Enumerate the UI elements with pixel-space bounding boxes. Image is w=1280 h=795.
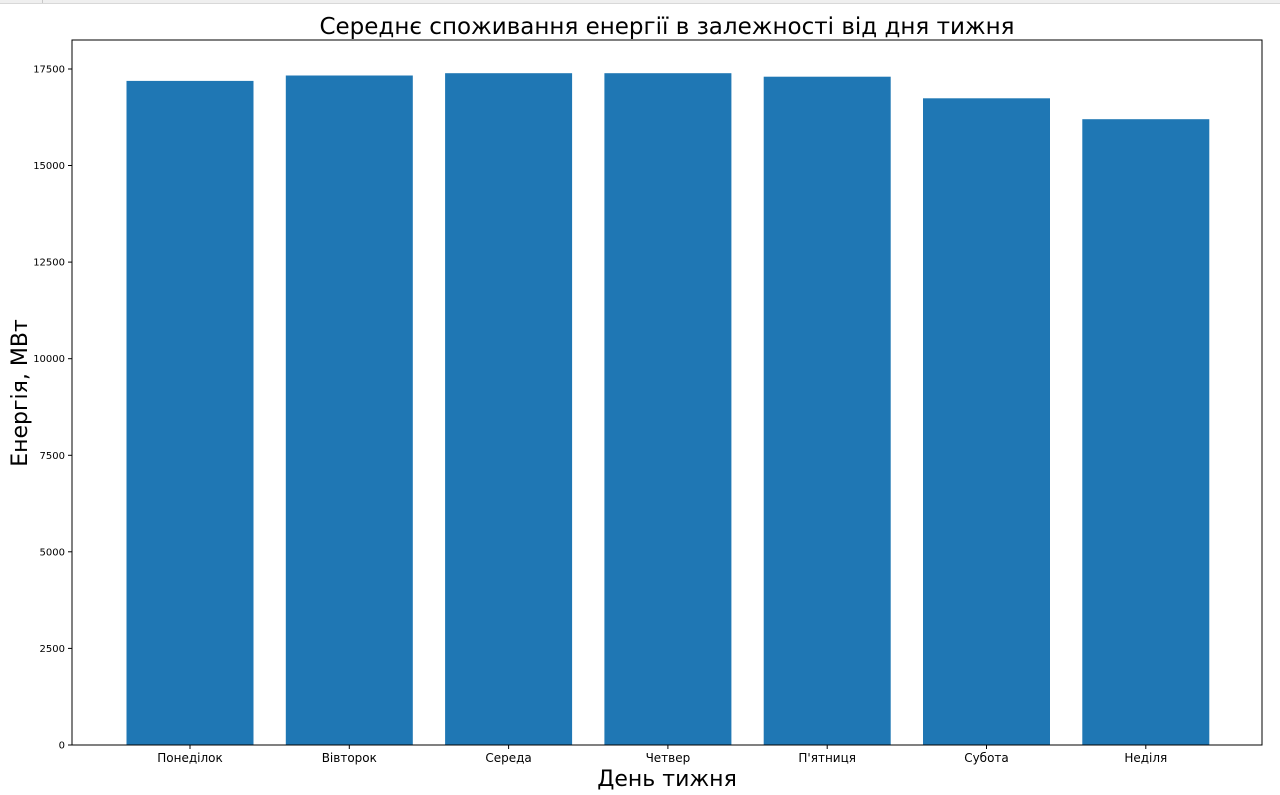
x-tick-label: Неділя bbox=[1124, 751, 1167, 765]
x-tick-label: Субота bbox=[964, 751, 1009, 765]
bar-5 bbox=[923, 98, 1050, 746]
x-tick-label: Четвер bbox=[646, 751, 691, 765]
y-tick-label: 2500 bbox=[40, 644, 65, 655]
plot-frame bbox=[71, 39, 1263, 746]
bar-3 bbox=[604, 73, 732, 745]
y-tick-label: 12500 bbox=[33, 258, 65, 269]
x-tick-label: Вівторок bbox=[322, 751, 377, 765]
bars-group bbox=[126, 73, 1210, 746]
window-top-strip bbox=[0, 0, 1280, 4]
bar-2 bbox=[445, 73, 573, 745]
y-tick-label: 5000 bbox=[40, 547, 65, 558]
y-tick-label: 17500 bbox=[33, 65, 65, 76]
window-top-strip-divider bbox=[0, 0, 43, 3]
x-axis-ticks: Понеділок Вівторок Середа Четвер П'ятниця Суб… bbox=[157, 745, 1167, 765]
bar-0 bbox=[126, 80, 254, 745]
bar-6 bbox=[1082, 119, 1210, 745]
x-tick-label: П'ятниця bbox=[798, 751, 856, 765]
x-tick-label: Понеділок bbox=[157, 751, 222, 765]
y-axis-label: Енергія, МВт bbox=[8, 319, 33, 467]
bar-1 bbox=[285, 75, 413, 745]
y-tick-label: 0 bbox=[59, 741, 65, 752]
y-tick-label: 15000 bbox=[33, 161, 65, 172]
bar-4 bbox=[763, 76, 891, 745]
chart-title: Середнє споживання енергії в залежності … bbox=[319, 14, 1014, 40]
y-tick-label: 7500 bbox=[40, 451, 65, 462]
x-axis-label: День тижня bbox=[597, 767, 737, 792]
y-tick-label: 10000 bbox=[33, 354, 65, 365]
x-tick-label: Середа bbox=[485, 751, 531, 765]
y-axis-ticks: 0 2500 5000 7500 10000 12500 15000 17500 bbox=[33, 65, 72, 752]
